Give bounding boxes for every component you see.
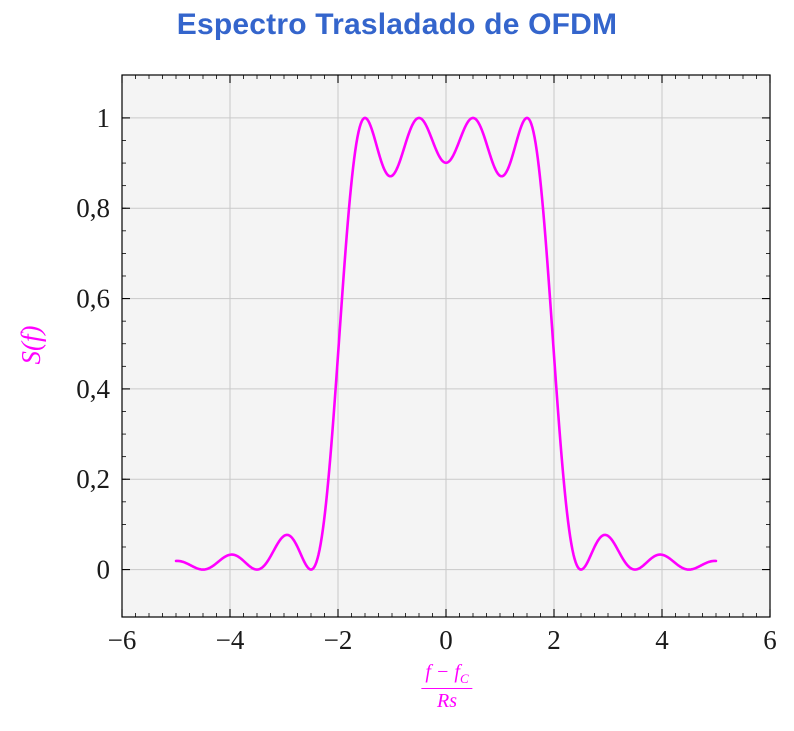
x-label-numerator-main: f − f [425, 661, 460, 683]
x-tick-label: 4 [655, 625, 669, 655]
x-tick-label: 0 [439, 625, 453, 655]
x-label-numerator-sub: C [459, 671, 469, 686]
x-tick-label: −4 [216, 625, 245, 655]
y-tick-label: 0,4 [76, 374, 110, 404]
spectrum-curve [174, 116, 718, 571]
y-tick-label: 0 [97, 555, 111, 585]
x-tick-label: −2 [324, 625, 353, 655]
x-label-denominator: Rs [437, 689, 457, 712]
x-tick-label: −6 [108, 625, 137, 655]
chart-title: Espectro Trasladado de OFDM [176, 8, 618, 41]
y-tick-label: 0,2 [76, 464, 110, 494]
x-axis-label-fraction: f − fC Rs [421, 661, 473, 712]
y-tick-label: 0,8 [76, 193, 110, 223]
x-tick-label: 6 [763, 625, 777, 655]
x-label-numerator: f − fC [421, 661, 473, 689]
y-tick-label: 1 [97, 103, 111, 133]
x-tick-label: 2 [547, 625, 561, 655]
y-tick-label: 0,6 [76, 284, 110, 314]
plot-frame [121, 74, 771, 618]
